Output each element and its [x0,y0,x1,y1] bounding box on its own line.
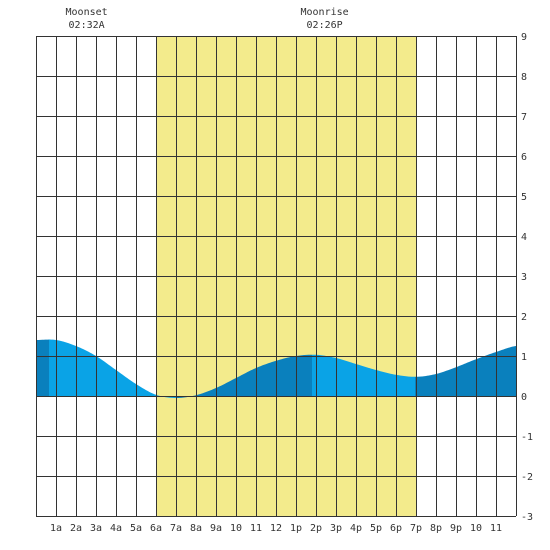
x-tick-label: 1p [290,523,302,534]
x-tick-label: 7p [410,523,422,534]
tide-area-segment-5 [415,346,516,396]
x-tick-label: 3p [330,523,342,534]
x-tick-label: 8a [190,523,202,534]
y-tick-label: 3 [521,272,527,283]
y-tick-label: -1 [521,432,533,443]
y-tick-label: -2 [521,472,533,483]
y-tick-label: 9 [521,32,527,43]
x-tick-label: 10 [470,523,482,534]
x-tick-label: 8p [430,523,442,534]
y-tick-label: 5 [521,192,527,203]
moon-event-label: Moonrise [301,7,349,18]
x-tick-label: 9a [210,523,222,534]
y-tick-label: 8 [521,72,527,83]
x-tick-label: 10 [230,523,242,534]
x-tick-label: 12 [270,523,282,534]
x-tick-label: 4a [110,523,122,534]
y-tick-label: 7 [521,112,527,123]
x-tick-label: 5p [370,523,382,534]
x-tick-label: 5a [130,523,142,534]
y-tick-label: -3 [521,512,533,523]
x-tick-label: 11 [490,523,502,534]
y-tick-label: 0 [521,392,527,403]
tide-area-segment-2 [49,339,177,398]
x-tick-label: 7a [170,523,182,534]
moon-event-time: 02:26P [307,20,343,31]
moon-event-label: Moonset [66,7,108,18]
y-tick-label: 2 [521,312,527,323]
x-tick-label: 4p [350,523,362,534]
tide-area-segment-3 [177,354,312,398]
y-tick-label: 6 [521,152,527,163]
x-tick-label: 6a [150,523,162,534]
tide-area-segment-1 [36,339,49,396]
x-tick-label: 2a [70,523,82,534]
x-tick-label: 2p [310,523,322,534]
x-tick-label: 3a [90,523,102,534]
x-tick-label: 6p [390,523,402,534]
x-tick-label: 9p [450,523,462,534]
x-tick-label: 1a [50,523,62,534]
y-tick-label: 1 [521,352,527,363]
moon-event-time: 02:32A [69,20,105,31]
tide-area-segment-4 [312,354,415,396]
y-tick-label: 4 [521,232,527,243]
x-tick-label: 11 [250,523,262,534]
